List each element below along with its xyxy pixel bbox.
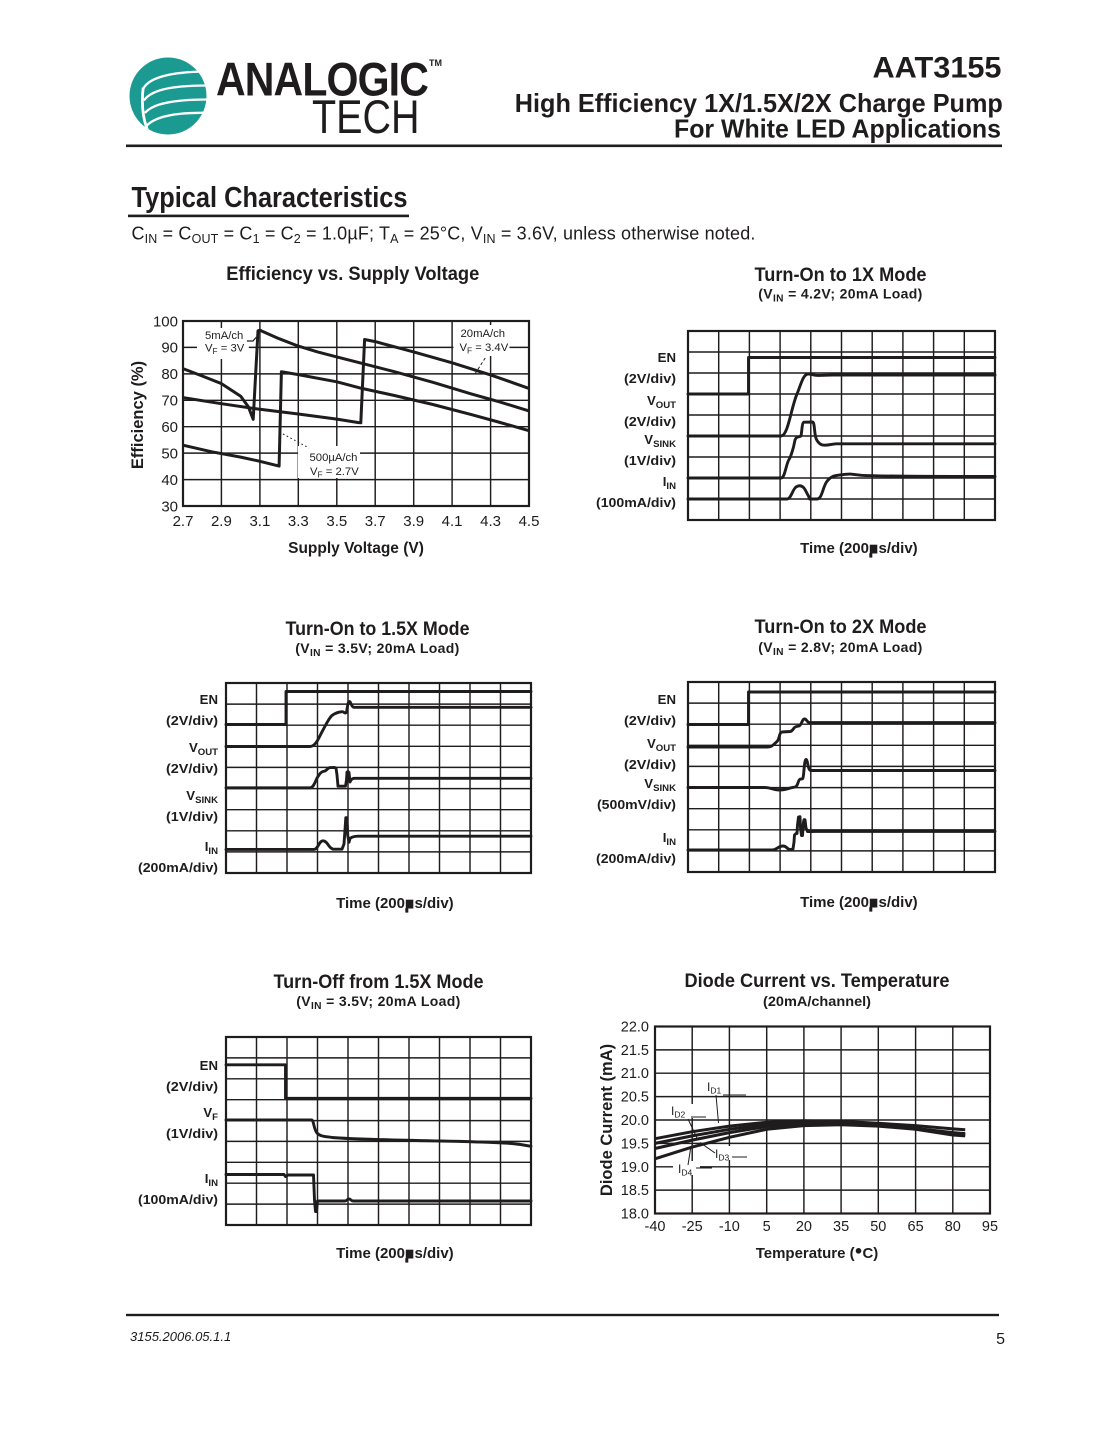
svg-text:4.3: 4.3 (480, 513, 501, 530)
svg-text:EN: EN (200, 692, 218, 707)
svg-text:s/div): s/div) (879, 894, 918, 911)
svg-text:22.0: 22.0 (621, 1020, 649, 1036)
svg-text:ANALOGIC: ANALOGIC (216, 53, 428, 106)
svg-text:50: 50 (870, 1219, 886, 1235)
svg-text:3.9: 3.9 (403, 513, 424, 530)
svg-text:-40: -40 (645, 1219, 666, 1235)
svg-text:80: 80 (945, 1219, 961, 1235)
svg-text:(VIN = 4.2V; 20mA Load): (VIN = 4.2V; 20mA Load) (758, 286, 922, 305)
svg-text:Typical Characteristics: Typical Characteristics (132, 182, 408, 214)
svg-text:4.5: 4.5 (519, 513, 540, 530)
svg-text:65: 65 (908, 1219, 924, 1235)
svg-text:TECH: TECH (312, 91, 420, 144)
svg-text:-25: -25 (682, 1219, 703, 1235)
svg-text:(2V/div): (2V/div) (624, 713, 676, 728)
svg-text:21.0: 21.0 (621, 1066, 649, 1082)
svg-text:Time (200: Time (200 (800, 540, 869, 557)
svg-text:20mA/ch: 20mA/ch (461, 328, 506, 340)
svg-text:Time (200: Time (200 (336, 895, 405, 912)
svg-text:s/div): s/div) (415, 895, 454, 912)
svg-text:(1V/div): (1V/div) (166, 1126, 218, 1141)
svg-text:(2V/div): (2V/div) (166, 713, 218, 728)
svg-text:4.1: 4.1 (442, 513, 463, 530)
svg-text:(2V/div): (2V/div) (166, 761, 218, 776)
svg-text:2.9: 2.9 (211, 513, 232, 530)
svg-text:3.7: 3.7 (365, 513, 386, 530)
svg-text:18.5: 18.5 (621, 1183, 649, 1199)
svg-text:100: 100 (153, 313, 178, 330)
svg-text:Time (200: Time (200 (336, 1245, 405, 1262)
svg-text:(100mA/div): (100mA/div) (596, 495, 676, 510)
svg-text:3.3: 3.3 (288, 513, 309, 530)
svg-text:(VIN = 2.8V; 20mA Load): (VIN = 2.8V; 20mA Load) (758, 639, 922, 658)
svg-text:50: 50 (161, 445, 178, 462)
svg-text:(2V/div): (2V/div) (166, 1079, 218, 1094)
svg-text:(20mA/channel): (20mA/channel) (763, 994, 871, 1009)
svg-text:19.0: 19.0 (621, 1160, 649, 1176)
svg-text:(2V/div): (2V/div) (624, 757, 676, 772)
svg-text:21.5: 21.5 (621, 1043, 649, 1059)
svg-text:60: 60 (161, 419, 178, 436)
svg-text:(500mV/div): (500mV/div) (597, 797, 676, 812)
svg-text:Turn-On to 1.5X Mode: Turn-On to 1.5X Mode (286, 619, 470, 640)
svg-text:3.1: 3.1 (249, 513, 270, 530)
svg-text:5mA/ch: 5mA/ch (205, 330, 243, 342)
svg-text:500µA/ch: 500µA/ch (310, 452, 358, 464)
svg-text:VF = 3V: VF = 3V (205, 343, 245, 356)
svg-text:18.0: 18.0 (621, 1207, 649, 1223)
svg-text:Temperature (●C): Temperature (●C) (756, 1243, 879, 1263)
svg-text:20.0: 20.0 (621, 1113, 649, 1129)
svg-text:AAT3155: AAT3155 (873, 51, 1002, 84)
svg-text:2.7: 2.7 (173, 513, 194, 530)
svg-text:(200mA/div): (200mA/div) (596, 851, 676, 866)
svg-text:Efficiency (%): Efficiency (%) (129, 361, 147, 469)
svg-text:(1V/div): (1V/div) (166, 809, 218, 824)
svg-text:20: 20 (796, 1219, 812, 1235)
svg-text:Turn-Off from 1.5X Mode: Turn-Off from 1.5X Mode (274, 972, 484, 993)
svg-text:3155.2006.05.1.1: 3155.2006.05.1.1 (130, 1329, 231, 1344)
svg-text:95: 95 (982, 1219, 998, 1235)
svg-text:Diode Current (mA): Diode Current (mA) (598, 1044, 616, 1196)
svg-text:40: 40 (161, 472, 178, 489)
svg-text:80: 80 (161, 366, 178, 383)
svg-text:(1V/div): (1V/div) (624, 453, 676, 468)
svg-text:Turn-On to 2X Mode: Turn-On to 2X Mode (755, 617, 927, 638)
svg-text:30: 30 (161, 498, 178, 515)
svg-text:Diode Current vs. Temperature: Diode Current vs. Temperature (685, 971, 950, 992)
svg-text:VF = 2.7V: VF = 2.7V (310, 466, 359, 479)
svg-text:EN: EN (658, 692, 676, 707)
svg-text:(100mA/div): (100mA/div) (138, 1192, 218, 1207)
svg-text:(VIN = 3.5V; 20mA Load): (VIN = 3.5V; 20mA Load) (295, 640, 459, 659)
svg-text:Supply Voltage (V): Supply Voltage (V) (288, 540, 424, 557)
svg-text:High Efficiency 1X/1.5X/2X Cha: High Efficiency 1X/1.5X/2X Charge Pump (515, 88, 1003, 118)
svg-text:CIN = COUT = C1 = C2 = 1.0µF;: CIN = COUT = C1 = C2 = 1.0µF; TA = 25°C,… (132, 224, 756, 246)
svg-text:VF = 3.4V: VF = 3.4V (460, 342, 509, 355)
svg-text:5: 5 (996, 1331, 1005, 1348)
svg-text:19.5: 19.5 (621, 1136, 649, 1152)
svg-text:EN: EN (658, 350, 676, 365)
svg-text:35: 35 (833, 1219, 849, 1235)
svg-text:For White LED Applications: For White LED Applications (674, 113, 1001, 143)
svg-text:Turn-On to 1X Mode: Turn-On to 1X Mode (755, 265, 927, 286)
svg-text:(2V/div): (2V/div) (624, 371, 676, 386)
svg-text:3.5: 3.5 (326, 513, 347, 530)
svg-text:Time (200: Time (200 (800, 894, 869, 911)
svg-text:TM: TM (429, 58, 442, 68)
svg-text:EN: EN (200, 1058, 218, 1073)
svg-text:(200mA/div): (200mA/div) (138, 860, 218, 875)
svg-text:-10: -10 (719, 1219, 740, 1235)
svg-text:Efficiency vs. Supply Voltage: Efficiency vs. Supply Voltage (226, 264, 479, 285)
svg-text:90: 90 (161, 340, 178, 357)
svg-text:70: 70 (161, 393, 178, 410)
svg-text:20.5: 20.5 (621, 1090, 649, 1106)
svg-text:(2V/div): (2V/div) (624, 414, 676, 429)
svg-text:(VIN = 3.5V; 20mA Load): (VIN = 3.5V; 20mA Load) (296, 993, 460, 1012)
svg-text:5: 5 (763, 1219, 771, 1235)
svg-text:s/div): s/div) (415, 1245, 454, 1262)
svg-text:s/div): s/div) (879, 540, 918, 557)
